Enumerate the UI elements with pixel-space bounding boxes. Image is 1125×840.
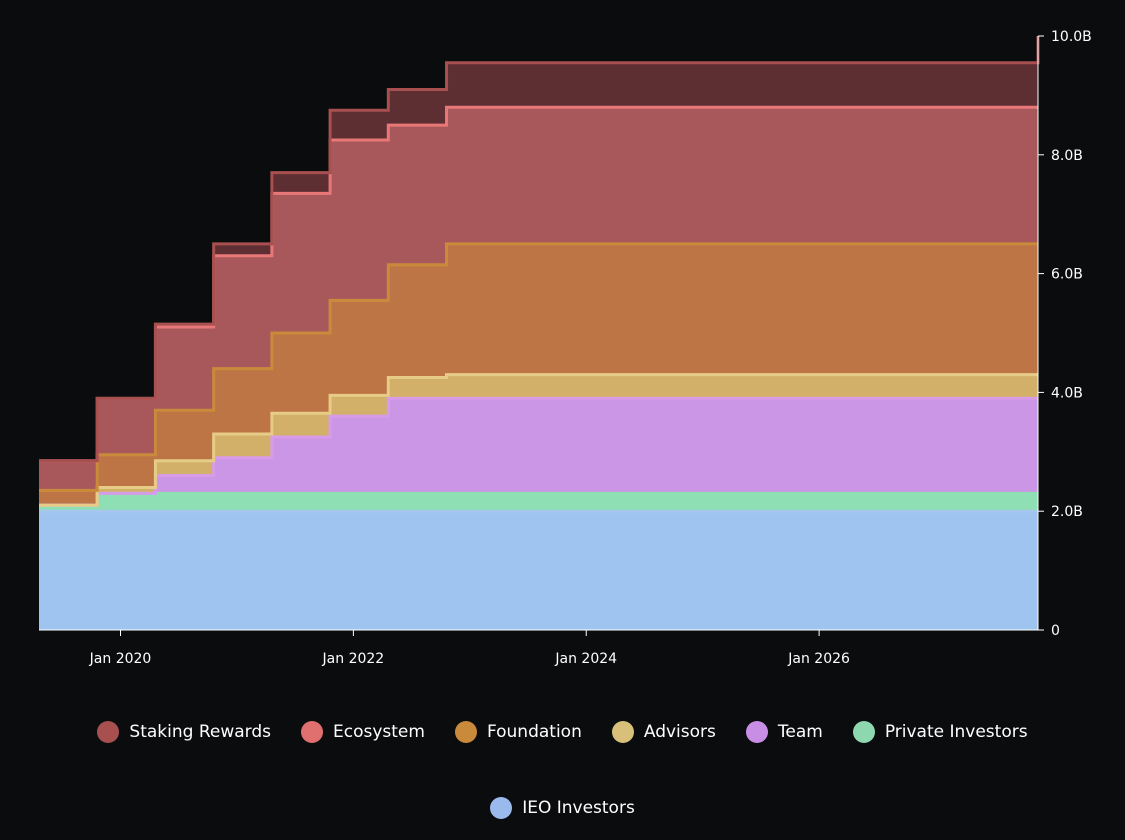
legend-item-staking-rewards[interactable]: Staking Rewards [97, 720, 271, 744]
legend: Staking Rewards Ecosystem Foundation Adv… [0, 720, 1125, 820]
legend-label: Foundation [486, 722, 582, 742]
area-ecosystem [39, 107, 1038, 491]
y-tick-label: 8.0B [1051, 148, 1083, 164]
legend-swatch-advisors [611, 721, 634, 743]
legend-item-advisors[interactable]: Advisors [611, 720, 716, 744]
legend-label: Staking Rewards [129, 722, 271, 742]
x-tick-label: Jan 2026 [787, 651, 850, 667]
legend-label: IEO Investors [522, 798, 635, 818]
y-tick-label: 0 [1051, 623, 1060, 639]
x-tick-label: Jan 2020 [89, 651, 152, 667]
area-line-staking-rewards [39, 36, 1040, 463]
legend-swatch-ecosystem [301, 721, 323, 743]
legend-item-ieo-investors[interactable]: IEO Investors [490, 796, 635, 820]
x-tick-label: Jan 2022 [322, 651, 385, 667]
area-line-foundation [39, 242, 1038, 492]
legend-label: Team [777, 722, 823, 742]
chart-axes: 0 2.0B 4.0B 6.0B 8.0B 10.0B Jan 2020 Jan 2022 Ja… [39, 29, 1092, 667]
area-ieo-investors [39, 511, 1038, 630]
legend-item-team[interactable]: Team [745, 720, 823, 744]
legend-swatch-ieo-investors [490, 797, 513, 819]
legend-swatch-staking-rewards [97, 721, 120, 743]
area-staking-rewards [39, 36, 1038, 461]
area-team [39, 398, 1038, 506]
legend-swatch-private-investors [852, 721, 875, 743]
stacked-area-chart: 0 2.0B 4.0B 6.0B 8.0B 10.0B Jan 2020 Jan 2022 Ja… [39, 29, 1092, 667]
chart-areas [39, 36, 1040, 630]
legend-item-foundation[interactable]: Foundation [454, 720, 582, 744]
legend-item-ecosystem[interactable]: Ecosystem [301, 720, 425, 744]
legend-swatch-team [745, 721, 768, 743]
legend-label: Private Investors [884, 722, 1028, 742]
y-tick-label: 6.0B [1051, 267, 1083, 283]
x-tick-label: Jan 2024 [554, 651, 617, 667]
area-line-team [39, 396, 1038, 507]
area-private-investors [39, 493, 1038, 512]
y-tick-label: 2.0B [1051, 504, 1083, 520]
legend-swatch-foundation [454, 721, 477, 743]
y-tick-label: 10.0B [1051, 29, 1092, 45]
area-foundation [39, 243, 1038, 506]
legend-label: Ecosystem [333, 722, 425, 742]
area-line-advisors [39, 373, 1038, 507]
y-tick-label: 4.0B [1051, 385, 1083, 401]
legend-item-private-investors[interactable]: Private Investors [852, 720, 1028, 744]
legend-label: Advisors [643, 722, 716, 742]
